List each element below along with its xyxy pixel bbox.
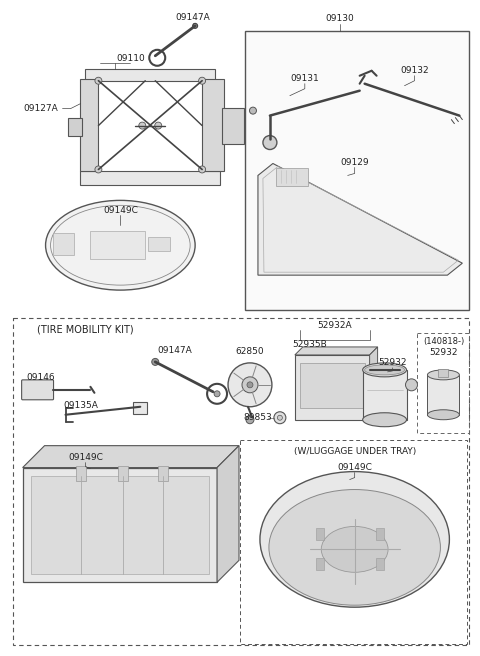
Text: 52932: 52932 (429, 348, 457, 358)
Bar (85, 69, 215, 81)
Text: 09146: 09146 (26, 373, 55, 382)
Bar (428, 375, 459, 415)
Circle shape (263, 136, 277, 150)
Text: 09132: 09132 (400, 66, 429, 75)
Circle shape (95, 166, 102, 173)
Bar (376, 529, 384, 541)
Bar (376, 558, 384, 570)
Circle shape (192, 24, 198, 28)
Circle shape (247, 382, 253, 388)
Bar (158, 466, 168, 481)
Circle shape (277, 415, 282, 420)
Bar (90, 232, 145, 259)
Circle shape (199, 77, 205, 84)
Text: (W/LUGGAGE UNDER TRAY): (W/LUGGAGE UNDER TRAY) (294, 447, 416, 456)
Bar (363, 370, 407, 420)
Bar (81, 79, 98, 171)
Polygon shape (370, 347, 378, 420)
Bar (300, 363, 365, 408)
Circle shape (199, 166, 205, 173)
Bar (69, 117, 83, 136)
Circle shape (139, 122, 146, 129)
Text: 09130: 09130 (325, 14, 354, 24)
Text: 09149C: 09149C (68, 453, 103, 462)
Bar (245, 31, 469, 310)
Bar (31, 476, 209, 574)
Circle shape (250, 107, 256, 114)
Text: 52932: 52932 (378, 358, 407, 367)
Ellipse shape (428, 410, 459, 420)
Text: 09135A: 09135A (63, 401, 98, 410)
Ellipse shape (363, 413, 407, 426)
Bar (295, 355, 370, 420)
Bar (133, 401, 147, 414)
Polygon shape (258, 163, 462, 275)
FancyBboxPatch shape (22, 380, 54, 400)
Text: 09147A: 09147A (176, 13, 211, 22)
Bar (148, 237, 170, 251)
Text: 89853: 89853 (243, 413, 272, 422)
Text: 52932A: 52932A (317, 321, 352, 329)
Bar (119, 466, 129, 481)
Ellipse shape (260, 472, 449, 607)
Polygon shape (217, 445, 239, 583)
Text: (140818-): (140818-) (423, 337, 464, 346)
Bar (52, 234, 74, 255)
Text: 52935B: 52935B (292, 340, 327, 350)
Text: 09129: 09129 (340, 158, 369, 167)
Ellipse shape (46, 200, 195, 290)
Ellipse shape (321, 526, 388, 572)
Circle shape (274, 412, 286, 424)
Circle shape (406, 379, 418, 391)
Bar (75, 466, 85, 481)
Bar (12, 318, 469, 645)
Circle shape (228, 363, 272, 407)
Text: 09149C: 09149C (337, 463, 372, 472)
Text: 09110: 09110 (116, 54, 144, 63)
Text: (TIRE MOBILITY KIT): (TIRE MOBILITY KIT) (37, 325, 134, 335)
Text: 09127A: 09127A (23, 104, 58, 113)
Polygon shape (23, 445, 239, 468)
Bar (418, 333, 469, 433)
Bar (202, 79, 224, 171)
Circle shape (214, 391, 220, 397)
Bar (81, 171, 220, 186)
Text: 09131: 09131 (290, 74, 319, 83)
Ellipse shape (269, 489, 441, 605)
Bar (23, 468, 217, 583)
Text: 62850: 62850 (236, 348, 264, 356)
Ellipse shape (365, 365, 405, 375)
Polygon shape (295, 347, 378, 355)
Circle shape (155, 122, 162, 129)
Text: 09149C: 09149C (103, 206, 138, 215)
Bar (438, 369, 448, 377)
Bar (276, 169, 308, 186)
Bar (222, 108, 244, 144)
Bar (316, 529, 324, 541)
Circle shape (242, 377, 258, 393)
Bar (240, 440, 468, 644)
Bar (316, 558, 324, 570)
Ellipse shape (428, 370, 459, 380)
Circle shape (246, 416, 254, 424)
Circle shape (95, 77, 102, 84)
Text: 09147A: 09147A (158, 346, 192, 356)
Circle shape (152, 358, 159, 365)
Ellipse shape (363, 363, 407, 377)
